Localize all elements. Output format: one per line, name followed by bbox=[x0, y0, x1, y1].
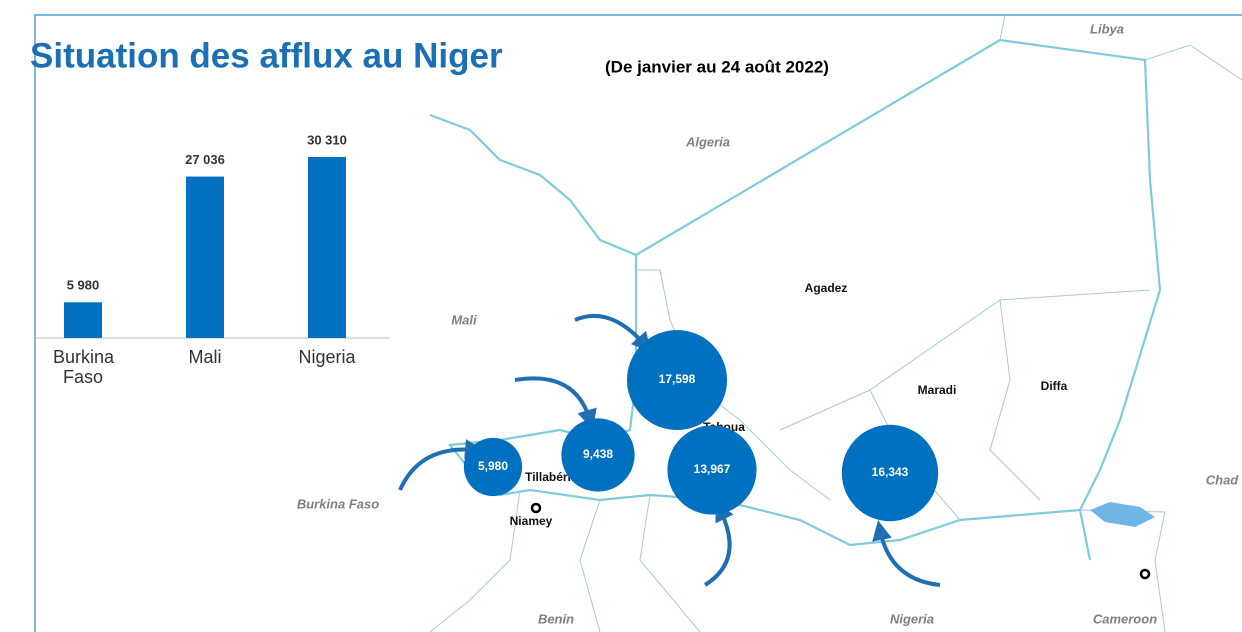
map-borders bbox=[34, 14, 1242, 632]
country-label: Chad bbox=[1206, 472, 1240, 487]
bubble-label: 9,438 bbox=[583, 447, 613, 461]
bar-value-label: 5 980 bbox=[67, 278, 100, 293]
city-marker bbox=[1139, 568, 1151, 580]
city-label: Niamey bbox=[510, 514, 553, 528]
bubble bbox=[626, 329, 728, 431]
country-label: Benin bbox=[538, 611, 574, 626]
lake bbox=[1090, 502, 1155, 527]
title: Situation des afflux au Niger bbox=[30, 36, 503, 75]
category-label: Nigeria bbox=[298, 347, 356, 367]
bubble bbox=[561, 418, 635, 492]
bar bbox=[186, 176, 224, 338]
region-label: Tillabéri bbox=[525, 470, 571, 484]
country-label: Nigeria bbox=[890, 611, 934, 626]
bubble bbox=[667, 425, 757, 515]
bar-value-label: 30 310 bbox=[307, 132, 347, 147]
country-label: Algeria bbox=[685, 134, 730, 149]
bubble-label: 5,980 bbox=[478, 459, 508, 473]
category-label: Mali bbox=[188, 347, 222, 367]
subtitle: (De janvier au 24 août 2022) bbox=[605, 57, 829, 76]
country-label: Burkina Faso bbox=[297, 496, 379, 511]
city-marker bbox=[530, 502, 542, 514]
country-label: Cameroon bbox=[1093, 611, 1157, 626]
region-label: Agadez bbox=[805, 281, 848, 295]
bar bbox=[64, 302, 102, 338]
bubble bbox=[841, 424, 939, 522]
bubble bbox=[463, 437, 523, 497]
bubble-label: 17,598 bbox=[659, 372, 696, 386]
flow-arrows bbox=[398, 313, 941, 587]
bubble-label: 13,967 bbox=[694, 462, 731, 476]
bubble-label: 16,343 bbox=[872, 465, 909, 479]
region-label: Maradi bbox=[918, 383, 957, 397]
region-label: Diffa bbox=[1041, 379, 1068, 393]
bar-value-label: 27 036 bbox=[185, 152, 225, 167]
category-label: Burkina Faso bbox=[53, 347, 115, 387]
country-label: Mali bbox=[451, 312, 477, 327]
bar bbox=[308, 157, 346, 338]
country-label: Libya bbox=[1090, 21, 1124, 36]
